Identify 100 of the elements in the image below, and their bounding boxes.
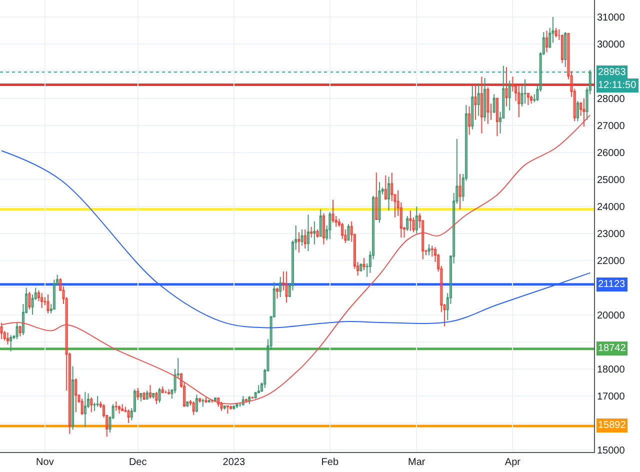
- candlestick: [186, 400, 189, 408]
- candlestick: [136, 387, 140, 401]
- candlestick: [310, 226, 313, 238]
- candlestick: [152, 392, 155, 400]
- candlestick: [192, 400, 195, 416]
- candlestick: [384, 174, 387, 200]
- y-tick-label: 17000: [597, 391, 626, 402]
- candlestick: [282, 270, 285, 291]
- candlestick: [449, 254, 452, 304]
- candlestick: [464, 104, 468, 182]
- candlestick: [230, 404, 232, 410]
- y-tick-label: 30000: [597, 40, 626, 51]
- candlestick: [353, 233, 356, 270]
- candlestick: [257, 384, 260, 394]
- candlestick: [316, 229, 319, 238]
- candlestick: [396, 190, 400, 216]
- ref-line-label: 28963: [598, 67, 626, 78]
- candlestick: [576, 100, 579, 122]
- candlestick: [490, 103, 492, 120]
- candlestick: [338, 218, 340, 228]
- candlestick: [368, 250, 372, 274]
- candlestick: [505, 66, 508, 107]
- candlestick: [270, 316, 272, 350]
- candlestick: [37, 290, 40, 302]
- candlestick: [106, 414, 108, 438]
- candlestick: [381, 187, 384, 195]
- candlestick: [586, 86, 588, 120]
- candlestick: [288, 283, 291, 298]
- x-tick-label: Apr: [504, 457, 522, 468]
- candlestick: [486, 86, 490, 124]
- candlestick: [334, 215, 338, 228]
- candlestick: [524, 78, 526, 104]
- candlestick: [394, 194, 396, 218]
- candlestick: [326, 224, 328, 241]
- candlestick: [266, 338, 270, 372]
- candlestick: [430, 245, 434, 258]
- candlestick: [50, 303, 52, 314]
- y-tick-label: 20000: [597, 310, 626, 322]
- candlestick: [480, 76, 483, 134]
- candlestick: [0, 322, 3, 340]
- candlestick: [294, 224, 298, 250]
- candlestick: [285, 270, 288, 304]
- candlestick: [471, 86, 474, 130]
- candlestick: [121, 404, 124, 412]
- candlestick: [437, 253, 440, 272]
- y-tick-label: 23000: [597, 229, 626, 240]
- candlestick: [168, 388, 170, 396]
- candlestick: [558, 28, 560, 41]
- candlestick: [276, 287, 279, 300]
- candlestick: [366, 262, 368, 278]
- candlestick: [68, 352, 71, 434]
- candlestick: [582, 98, 586, 128]
- candlestick: [428, 244, 430, 256]
- candlestick: [96, 395, 99, 408]
- candlestick: [78, 394, 80, 404]
- candlestick: [80, 398, 84, 416]
- y-tick-label: 27000: [597, 120, 626, 132]
- candlestick: [546, 30, 548, 53]
- candlestick: [388, 176, 390, 212]
- candlestick: [502, 65, 505, 120]
- y-tick-label: 25000: [597, 174, 626, 186]
- candlestick: [74, 378, 78, 413]
- x-tick-label: Nov: [36, 457, 54, 468]
- candlestick: [492, 94, 496, 114]
- candlestick: [440, 266, 443, 313]
- candlestick: [390, 172, 394, 202]
- y-tick-label: 28000: [597, 94, 626, 105]
- candlestick: [422, 220, 424, 260]
- candlestick: [477, 82, 480, 116]
- candlestick: [499, 111, 502, 134]
- candlestick: [332, 199, 334, 224]
- annotation: 12:11:50: [598, 80, 637, 91]
- candlestick: [44, 296, 46, 306]
- candlestick: [180, 372, 182, 388]
- candlestick: [356, 262, 360, 276]
- candlestick: [170, 388, 174, 400]
- candlestick: [573, 88, 576, 122]
- candlestick: [22, 303, 24, 336]
- candlestick: [350, 220, 353, 242]
- candlestick: [552, 16, 554, 44]
- candlestick: [84, 391, 86, 428]
- candlestick: [279, 276, 282, 298]
- x-tick-label: 2023: [222, 457, 246, 468]
- candlestick: [484, 77, 486, 122]
- candlestick: [34, 287, 37, 300]
- candlestick: [328, 211, 332, 240]
- candlestick: [322, 212, 325, 245]
- candlestick: [130, 408, 133, 421]
- candlestick: [183, 382, 186, 408]
- candlestick: [567, 32, 570, 80]
- x-tick-label: Feb: [321, 457, 339, 468]
- candlestick: [554, 27, 558, 38]
- candlestick: [142, 391, 146, 401]
- candlestick: [99, 400, 102, 409]
- candlestick: [102, 404, 106, 418]
- candlestick: [52, 279, 56, 310]
- candlestick: [148, 384, 152, 400]
- candlestick: [415, 206, 418, 234]
- candlestick: [220, 401, 223, 412]
- candlestick: [65, 296, 68, 392]
